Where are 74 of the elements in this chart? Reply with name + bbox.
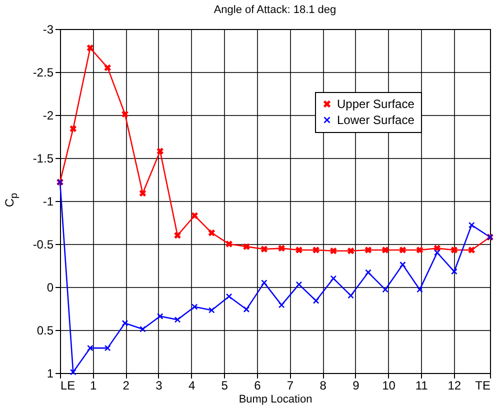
point	[278, 302, 285, 308]
point	[122, 320, 128, 326]
x-tick-label: 4	[188, 378, 196, 392]
point	[208, 229, 216, 237]
x-tick-label: 2	[122, 378, 130, 392]
y-tick-label: -1.5	[32, 152, 54, 166]
x-tick-label: 8	[320, 378, 327, 392]
x-tick-label: TE	[475, 378, 490, 392]
point	[278, 244, 286, 252]
point	[347, 247, 355, 255]
point	[382, 286, 388, 293]
x-tick-label: 6	[254, 378, 262, 392]
point	[450, 246, 458, 254]
y-tick-label: 1	[46, 366, 54, 380]
point	[451, 268, 458, 275]
legend-label: Lower Surface	[337, 113, 415, 127]
point	[156, 147, 164, 155]
point	[382, 246, 390, 254]
point	[365, 269, 372, 276]
point	[86, 44, 94, 52]
x-tick-label: LE	[60, 378, 76, 392]
point	[468, 246, 476, 254]
point	[174, 316, 181, 323]
x-axis-title: Bump Location	[238, 394, 312, 406]
point	[468, 222, 475, 228]
point	[261, 280, 268, 286]
x-tick-label: 12	[448, 378, 462, 392]
x-tick-label: 7	[286, 378, 294, 392]
point	[312, 298, 320, 304]
point	[190, 212, 198, 220]
point	[312, 246, 320, 254]
y-tick-label: -1	[42, 194, 54, 208]
y-tick-label: 0	[46, 280, 54, 294]
point	[416, 286, 423, 293]
x-tick-label: 10	[382, 378, 396, 392]
point	[295, 246, 303, 254]
point	[225, 240, 233, 248]
y-tick-label: -3	[42, 22, 54, 36]
point	[364, 246, 372, 254]
legend-label: Upper Surface	[337, 97, 415, 111]
point	[398, 246, 406, 254]
point	[70, 368, 76, 376]
point	[138, 190, 146, 198]
x-tick-label: 9	[352, 378, 360, 392]
y-tick-label: -2	[42, 108, 54, 122]
point	[260, 245, 268, 253]
point	[242, 242, 250, 250]
x-tick-label: 3	[156, 378, 163, 392]
x-tick-label: 1	[90, 378, 97, 392]
point	[69, 125, 77, 133]
point	[121, 110, 129, 118]
point	[348, 292, 354, 299]
point	[104, 64, 112, 72]
point	[330, 275, 337, 282]
chart-title: Angle of Attack: 18.1 deg	[214, 4, 336, 16]
point	[434, 249, 440, 256]
y-tick-label: -2.5	[32, 66, 54, 80]
point	[208, 307, 215, 314]
point	[87, 344, 94, 352]
point	[191, 304, 198, 310]
x-tick-label: 11	[415, 378, 428, 392]
point	[400, 261, 406, 268]
point	[174, 232, 182, 240]
y-tick-label: 0.5	[36, 324, 54, 338]
point	[156, 313, 164, 320]
point	[226, 293, 232, 300]
point	[140, 326, 146, 332]
y-tick-label: -0.5	[32, 238, 54, 252]
point	[330, 247, 338, 255]
point	[416, 246, 424, 254]
point	[104, 344, 111, 352]
point	[296, 281, 302, 288]
point	[243, 306, 250, 313]
x-tick-label: 5	[221, 378, 228, 392]
